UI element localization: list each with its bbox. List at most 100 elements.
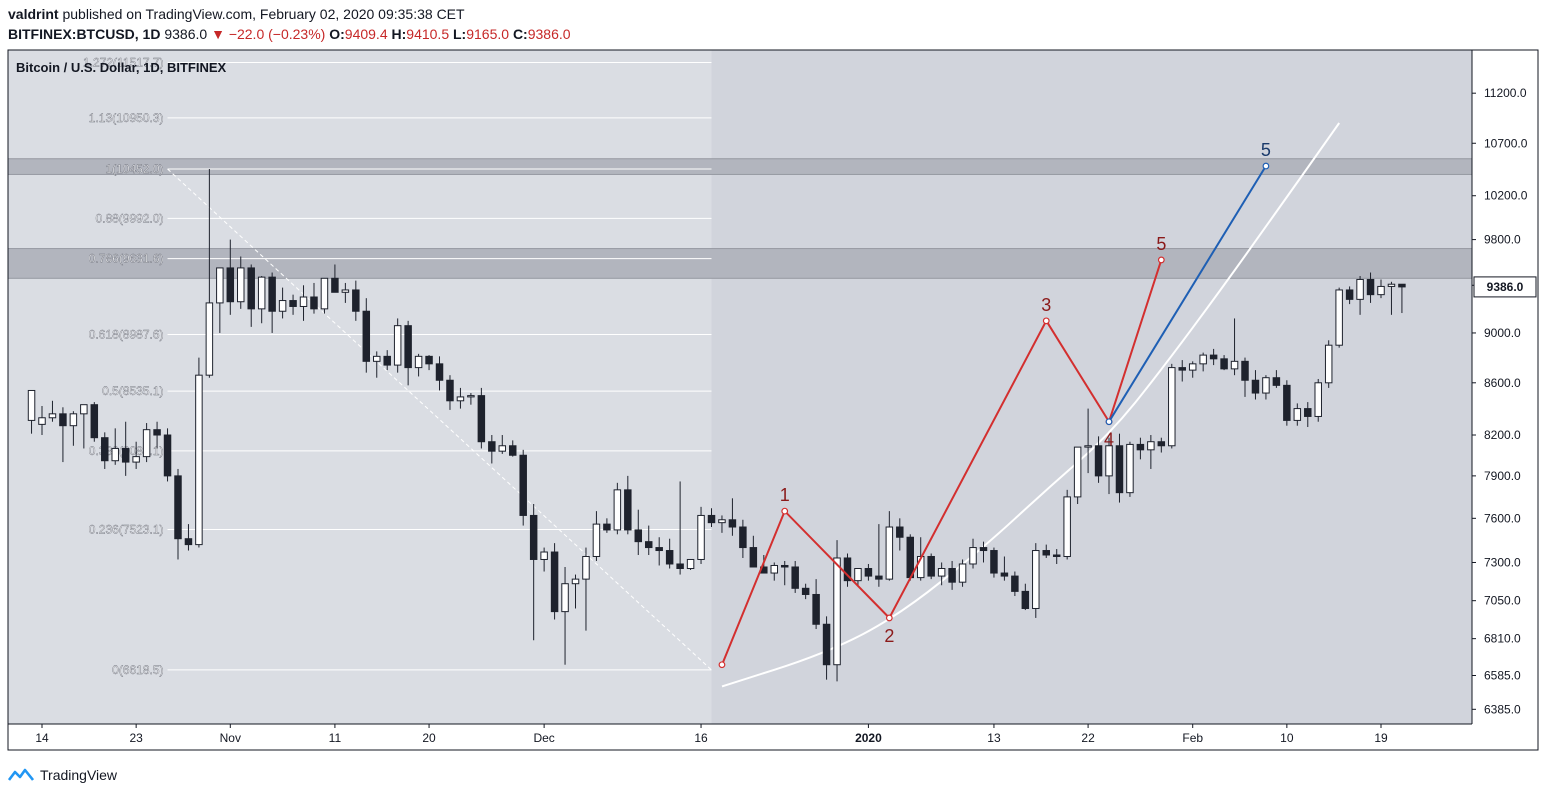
candle: [237, 256, 245, 309]
candle-body: [205, 302, 214, 376]
candle: [1262, 375, 1270, 400]
candle-body: [655, 547, 663, 552]
candle: [1178, 360, 1186, 382]
candle: [1241, 357, 1249, 397]
wave-red-label-5: 5: [1156, 234, 1166, 254]
wave-red-point: [781, 507, 789, 515]
candle-body: [184, 538, 193, 546]
candle: [38, 405, 46, 436]
wave-red-point: [1157, 256, 1165, 264]
low-label: L:: [453, 26, 467, 42]
candle: [791, 560, 799, 593]
price-tick-label: 7900.0: [1484, 469, 1521, 483]
candle-body: [1251, 379, 1260, 394]
candle-body: [571, 578, 580, 585]
candle: [927, 553, 935, 580]
candle-body: [519, 454, 527, 516]
candle-body: [1272, 377, 1281, 386]
candle-body: [247, 267, 255, 310]
candle-body: [27, 389, 36, 421]
candle-body: [1126, 443, 1134, 494]
candle-body: [383, 355, 391, 366]
candle-body: [958, 563, 967, 583]
candle-body: [529, 514, 538, 560]
candle: [1220, 355, 1228, 371]
candle-body: [1032, 550, 1040, 609]
candle: [1157, 437, 1166, 453]
candle-body: [310, 296, 318, 310]
candle-body: [101, 437, 109, 462]
candle-body: [812, 593, 820, 625]
candle: [1063, 489, 1071, 560]
candle-body: [1377, 285, 1385, 296]
time-axis-background: [8, 724, 1472, 750]
candle-body: [1230, 360, 1239, 370]
candle-body: [59, 413, 67, 427]
candle: [571, 574, 580, 609]
candle: [864, 563, 873, 581]
tradingview-logo[interactable]: TradingView: [8, 767, 117, 783]
candle-body: [697, 514, 705, 560]
candle-body: [467, 395, 475, 398]
wave-red-label-2: 2: [884, 626, 894, 646]
candle: [456, 387, 465, 409]
candle: [948, 560, 956, 590]
candle: [634, 509, 643, 555]
candle-body: [1178, 367, 1186, 371]
publisher-name[interactable]: valdrint: [8, 6, 59, 22]
candle-body: [331, 277, 339, 293]
candle: [770, 562, 779, 581]
candle: [488, 435, 496, 464]
candle-body: [393, 325, 402, 366]
time-tick-label: 13: [987, 731, 1001, 745]
candle: [519, 449, 527, 526]
candle-body: [875, 575, 883, 580]
candle: [289, 294, 297, 315]
candle-body: [132, 456, 140, 463]
candle-body: [1209, 354, 1218, 360]
candle: [1293, 403, 1302, 426]
candle: [1032, 543, 1040, 618]
candle-body: [613, 489, 622, 531]
candle: [101, 432, 109, 469]
fib-level-label-9: 0(6618.5): [112, 663, 163, 677]
candle-body: [257, 276, 266, 310]
candle-body: [278, 300, 287, 312]
wave-red-label-3: 3: [1041, 295, 1051, 315]
candle-body: [979, 547, 988, 552]
time-axis[interactable]: 14 23 Nov 11 20 Dec 16 2020 13 22 Feb 10 19: [7, 49, 1539, 751]
candle-body: [749, 547, 758, 568]
candle: [163, 428, 172, 482]
candle: [331, 264, 339, 293]
fib-trend-line: [167, 168, 712, 671]
candle-body: [299, 296, 308, 307]
candle: [1000, 556, 1009, 581]
candle-body: [990, 550, 998, 574]
elliott-waves: 1 2 3 4 5 5: [718, 140, 1271, 669]
candle: [728, 498, 737, 536]
candle: [875, 524, 883, 587]
candle: [739, 519, 747, 558]
candle: [550, 543, 559, 620]
time-tick-label: 20: [422, 731, 436, 745]
symbol-label: BITFINEX:BTCUSD, 1D: [8, 26, 161, 42]
candle-body: [237, 267, 245, 303]
candle: [498, 435, 507, 454]
candle-body: [665, 550, 674, 565]
price-chart[interactable]: 1.272(11517.7) 1.13(10950.3) 1(10452.0) 0.8…: [0, 44, 1546, 760]
price-tick-label: 7050.0: [1484, 594, 1521, 608]
candle: [184, 524, 193, 551]
candle: [1199, 352, 1207, 372]
publish-info: published on TradingView.com, February 0…: [62, 6, 465, 22]
candle-body: [226, 267, 235, 303]
candle-body: [1262, 377, 1270, 394]
candle-body: [644, 541, 653, 549]
candle-body: [927, 555, 935, 577]
candle: [718, 515, 726, 533]
candle: [1084, 408, 1092, 474]
candle-body: [937, 568, 946, 577]
candle: [320, 277, 329, 314]
candle: [48, 400, 57, 422]
wave-blue-point: [1105, 418, 1113, 426]
price-axis[interactable]: 11200.010700.010200.09800.09400.09000.08…: [1471, 50, 1538, 724]
